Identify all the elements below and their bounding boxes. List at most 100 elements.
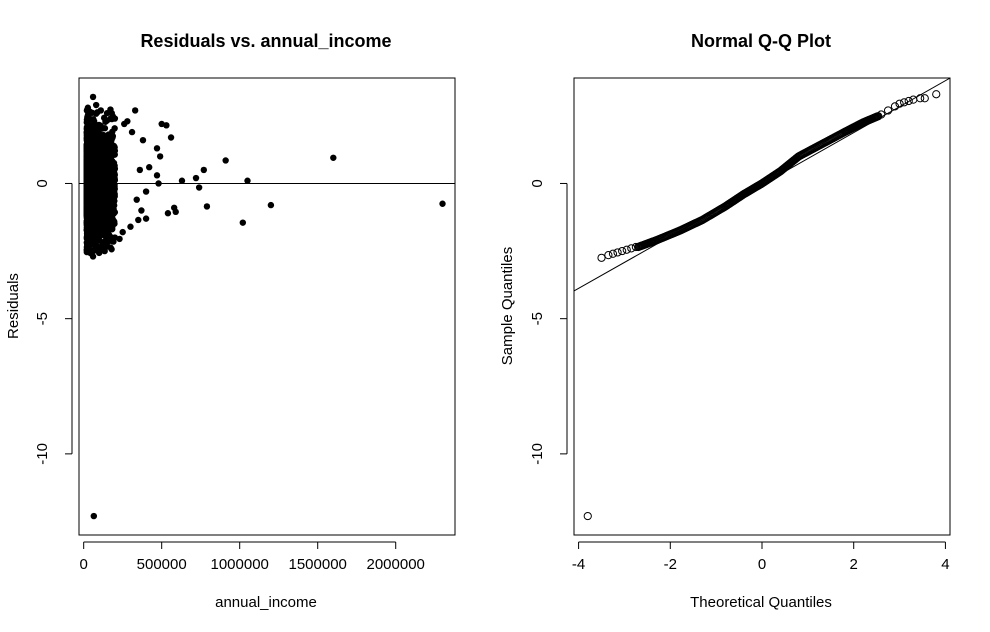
residual-point: [244, 177, 251, 184]
residual-point: [127, 223, 134, 230]
residual-point: [95, 184, 102, 191]
residual-point: [86, 193, 93, 200]
residual-point: [142, 188, 150, 195]
residual-point: [96, 146, 104, 153]
residual-point: [83, 140, 91, 147]
qq-point: [916, 94, 925, 103]
qq-point: [627, 244, 636, 253]
residual-point: [90, 130, 98, 137]
residuals-x-tick-label: 500000: [137, 556, 187, 573]
residuals-y-tick-label: -5: [34, 312, 51, 325]
residuals-x-tick-label: 0: [80, 556, 88, 573]
residual-point: [83, 167, 91, 174]
residual-point: [116, 235, 123, 243]
residual-point: [90, 512, 98, 520]
residual-point: [101, 145, 108, 153]
residual-point: [99, 139, 107, 146]
residual-point: [92, 101, 100, 109]
residual-point: [131, 107, 139, 114]
residual-point: [153, 145, 161, 152]
residuals-title: Residuals vs. annual_income: [140, 31, 391, 51]
residual-point: [88, 247, 95, 255]
residual-point: [111, 115, 119, 122]
residual-point: [100, 200, 108, 208]
residual-point: [90, 240, 97, 247]
residual-point: [192, 174, 200, 182]
residual-point: [128, 128, 136, 136]
qq-point: [618, 246, 627, 256]
residual-point: [93, 224, 100, 231]
residual-point: [89, 253, 97, 260]
residual-point: [200, 166, 208, 174]
qq-y-axis: 0 -5 -10: [529, 179, 568, 465]
residual-point: [164, 210, 172, 217]
residual-point: [89, 124, 96, 131]
residual-point: [439, 200, 446, 207]
residual-point: [142, 215, 150, 222]
residual-point: [91, 159, 98, 166]
residual-point: [90, 182, 97, 189]
qq-point: [597, 253, 606, 262]
qq-y-tick-label: -10: [529, 443, 546, 465]
qq-x-label: Theoretical Quantiles: [690, 594, 832, 611]
residual-point: [89, 93, 97, 101]
qq-data-layer: [574, 78, 950, 521]
residual-point: [108, 201, 115, 208]
residuals-x-tick-label: 1500000: [289, 556, 347, 573]
residuals-x-label: annual_income: [215, 594, 317, 611]
residual-point: [97, 215, 104, 223]
residual-point: [94, 164, 101, 172]
qq-point: [900, 98, 909, 107]
residual-point: [146, 164, 153, 171]
residual-point: [135, 216, 142, 224]
residual-point: [105, 215, 113, 223]
qq-point: [613, 248, 622, 257]
residual-point: [95, 249, 103, 257]
residual-point: [104, 177, 111, 184]
residual-point: [106, 159, 113, 166]
residual-point: [110, 142, 118, 150]
residual-point: [138, 207, 145, 214]
residual-point: [87, 235, 95, 243]
residual-point: [136, 166, 144, 174]
residuals-y-axis: 0 -5 -10: [34, 179, 73, 465]
residual-point: [163, 122, 170, 129]
qq-point: [877, 110, 886, 119]
qq-title: Normal Q-Q Plot: [691, 31, 831, 51]
qq-plot-frame: [573, 77, 951, 536]
residuals-panel: Residuals vs. annual_income 0 500000 10000…: [5, 31, 456, 611]
qq-point: [890, 102, 900, 111]
residual-point: [86, 108, 94, 115]
qq-x-axis: -4 -2 0 2 4: [572, 541, 950, 573]
qq-point: [622, 245, 631, 254]
qq-point: [895, 99, 904, 108]
residuals-plot-frame: [78, 77, 456, 536]
qq-point: [920, 94, 929, 103]
residual-point: [109, 128, 116, 135]
residual-point: [156, 153, 164, 160]
residual-point: [107, 133, 114, 140]
residual-point: [139, 136, 147, 144]
qq-x-tick-label: -4: [572, 556, 585, 573]
qq-point: [904, 96, 913, 106]
residual-point: [111, 174, 118, 181]
residual-point: [87, 207, 94, 214]
qq-x-tick-label: -2: [664, 556, 677, 573]
residuals-data-layer: [79, 93, 455, 520]
residual-point: [87, 174, 94, 182]
qq-x-tick-label: 4: [941, 556, 949, 573]
residual-point: [89, 117, 97, 124]
residual-point: [95, 196, 102, 203]
residual-point: [99, 205, 107, 213]
qq-point: [608, 249, 618, 258]
qq-y-tick-label: -5: [529, 312, 546, 325]
residuals-y-tick-label: -10: [34, 443, 51, 465]
residual-point: [94, 235, 102, 243]
residual-point: [239, 219, 247, 226]
residual-point: [103, 109, 111, 117]
residual-point: [222, 157, 229, 164]
qq-point: [604, 251, 613, 260]
qq-panel: Normal Q-Q Plot -4 -2 0 2 4 0 -5 -10 Theoretic…: [499, 31, 951, 611]
residuals-y-tick-label: 0: [34, 179, 51, 187]
residual-point: [109, 223, 116, 231]
